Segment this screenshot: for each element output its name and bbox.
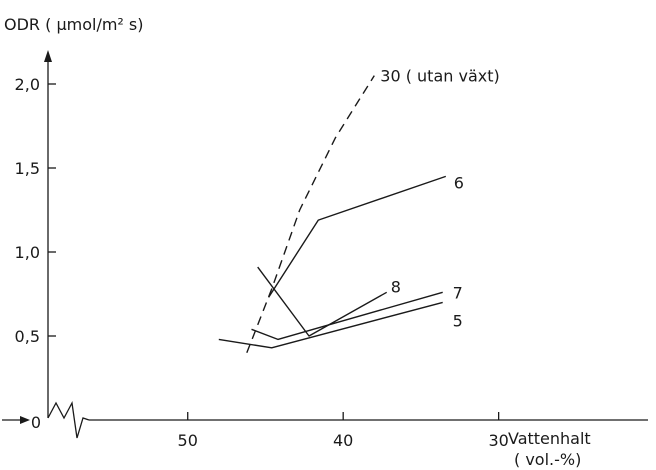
y-axis-arrowhead bbox=[44, 50, 52, 62]
y-ticks: 0,5 1,0 1,5 2,0 bbox=[15, 75, 56, 346]
zero-label: 0 bbox=[31, 413, 41, 432]
y-axis-label: ODR ( µmol/m² s) bbox=[4, 15, 144, 34]
series-line-6 bbox=[268, 175, 447, 298]
series-label: 8 bbox=[391, 277, 401, 296]
series-labels: 30 ( utan växt) 6 8 7 5 bbox=[380, 67, 499, 331]
x-tick-label: 30 bbox=[488, 431, 508, 450]
y-tick-label: 2,0 bbox=[15, 75, 40, 94]
y-tick-label: 1,0 bbox=[15, 243, 40, 262]
y-tick-label: 1,5 bbox=[15, 159, 40, 178]
y-tick-label: 0,5 bbox=[15, 327, 40, 346]
x-ticks: 50 40 30 bbox=[178, 412, 509, 450]
series-line-7 bbox=[251, 291, 443, 341]
series-label: 7 bbox=[453, 283, 463, 302]
series-line-8 bbox=[257, 266, 388, 337]
axis-break-mark bbox=[47, 400, 90, 439]
x-axis-label: Vattenhalt bbox=[508, 429, 591, 448]
x-axis-unit: ( vol.-%) bbox=[514, 450, 581, 469]
axes bbox=[2, 50, 648, 439]
series-line-30-utan-v-xt- bbox=[246, 75, 375, 354]
series-line-5 bbox=[218, 301, 443, 349]
series-lines bbox=[218, 75, 447, 354]
series-label: 5 bbox=[453, 311, 463, 330]
series-label: 6 bbox=[454, 173, 464, 192]
series-label: 30 ( utan växt) bbox=[380, 67, 499, 86]
origin-arrow-head bbox=[20, 416, 30, 424]
x-tick-label: 50 bbox=[178, 431, 198, 450]
x-tick-label: 40 bbox=[333, 431, 353, 450]
